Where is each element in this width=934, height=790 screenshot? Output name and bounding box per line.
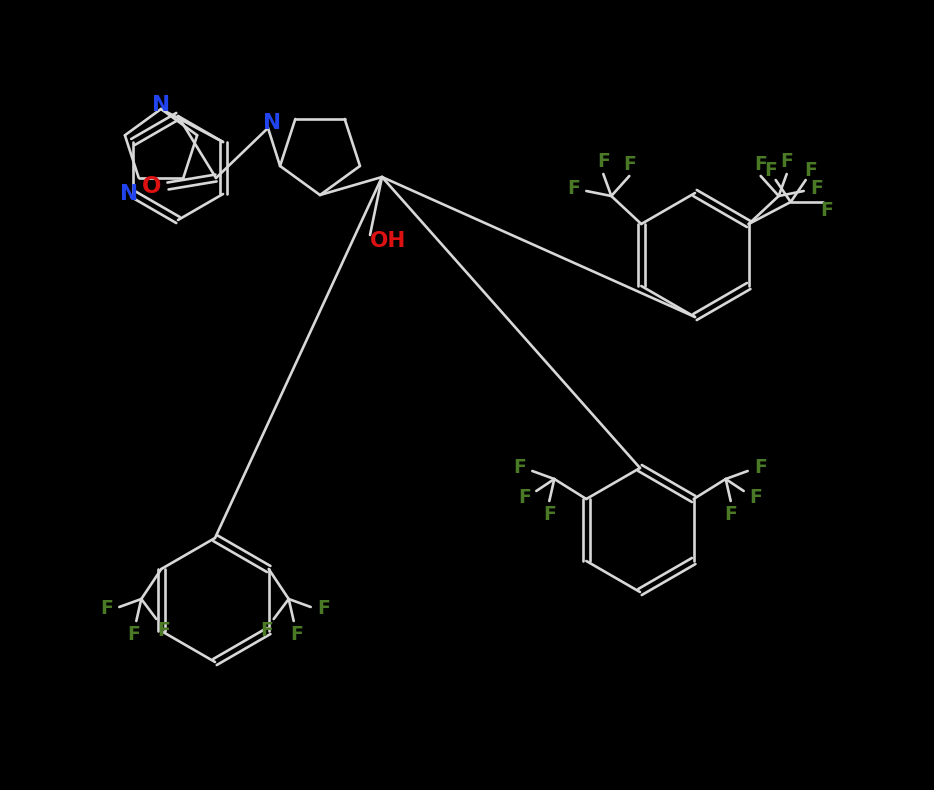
Text: N: N (263, 113, 281, 133)
Text: O: O (142, 175, 162, 198)
Text: F: F (804, 160, 817, 179)
Text: F: F (567, 179, 580, 198)
Text: F: F (820, 201, 833, 220)
Text: F: F (517, 487, 531, 506)
Text: F: F (290, 625, 304, 644)
Text: F: F (127, 625, 140, 644)
Text: F: F (764, 160, 777, 179)
Text: F: F (811, 179, 823, 198)
Text: F: F (780, 152, 793, 171)
Text: F: F (261, 622, 273, 641)
Text: F: F (543, 505, 556, 524)
Text: F: F (513, 457, 526, 476)
Text: F: F (157, 622, 170, 641)
Text: F: F (623, 155, 636, 174)
Text: N: N (152, 95, 170, 115)
Text: OH: OH (370, 231, 406, 251)
Text: F: F (597, 152, 610, 171)
Text: F: F (749, 487, 762, 506)
Text: F: F (755, 457, 767, 476)
Text: F: F (724, 505, 737, 524)
Text: F: F (755, 155, 767, 174)
Text: F: F (100, 600, 113, 619)
Text: N: N (120, 184, 138, 204)
Text: F: F (318, 600, 330, 619)
